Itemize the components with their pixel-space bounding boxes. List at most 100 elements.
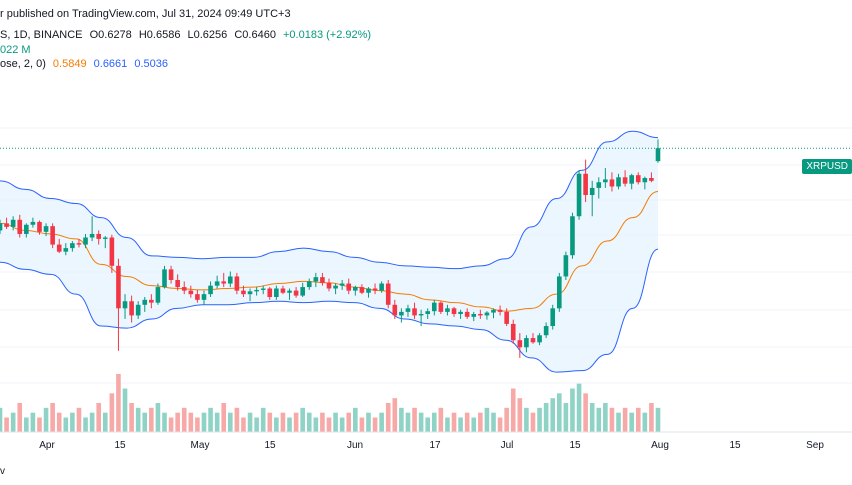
candle xyxy=(484,311,490,320)
candle xyxy=(320,272,325,286)
candlesticks xyxy=(0,139,661,358)
candle xyxy=(576,170,582,220)
candle-body xyxy=(280,288,286,293)
candle xyxy=(254,287,259,296)
volume-bar xyxy=(320,412,325,432)
candle-body xyxy=(221,281,227,284)
volume-bar xyxy=(589,403,595,432)
candle xyxy=(10,216,16,231)
candle-body xyxy=(63,248,69,252)
candle-body xyxy=(333,285,338,289)
volume-bars xyxy=(0,374,661,432)
candle-body xyxy=(306,281,312,288)
volume-bar xyxy=(155,403,161,432)
candle-body xyxy=(418,314,424,316)
candle xyxy=(339,280,345,290)
time-axis: Apr 15 May 15 Jun 17 Jul 15 Aug 15 Sep xyxy=(39,440,824,451)
volume-bar xyxy=(89,412,95,432)
x-tick-label: 15 xyxy=(114,440,126,451)
candle xyxy=(24,223,29,238)
candle-body xyxy=(491,309,496,313)
candle xyxy=(129,295,134,323)
candle xyxy=(102,236,108,249)
volume-bar xyxy=(438,407,444,432)
volume-bar xyxy=(537,407,542,432)
published-note: r published on TradingView.com, Jul 31, … xyxy=(0,8,291,20)
candle xyxy=(247,288,253,302)
candle-body xyxy=(37,221,42,232)
candle-body xyxy=(241,290,246,295)
candle xyxy=(175,274,180,291)
volume-bar xyxy=(491,412,496,432)
candle-body xyxy=(379,283,384,291)
candle-body xyxy=(109,237,115,266)
volume-bar xyxy=(17,403,23,432)
candle xyxy=(188,285,194,298)
volume-bar xyxy=(346,412,352,432)
candle-body xyxy=(50,226,55,245)
x-tick-label: 15 xyxy=(264,440,276,451)
candle xyxy=(346,278,352,295)
ohlc-legend: S, 1D, BINANCE O0.6278 H0.6586 L0.6256 C… xyxy=(0,29,375,41)
volume-bar xyxy=(649,403,654,432)
candle xyxy=(30,217,36,228)
candle-body xyxy=(405,308,411,312)
candle-body xyxy=(76,243,82,245)
candle xyxy=(451,306,457,317)
candle xyxy=(530,333,536,344)
candle xyxy=(497,305,503,316)
volume-bar xyxy=(0,407,3,432)
candle xyxy=(399,308,404,323)
candle-body xyxy=(43,226,49,232)
volume-bar xyxy=(168,417,174,432)
candle-body xyxy=(642,178,648,183)
volume-bar xyxy=(181,407,187,432)
volume-bar xyxy=(116,374,121,432)
candle xyxy=(366,287,371,298)
candle xyxy=(556,272,562,312)
volume-value: 022 M xyxy=(0,44,31,56)
candle xyxy=(649,172,654,183)
volume-bar xyxy=(175,412,180,432)
candle xyxy=(37,220,42,235)
volume-bar xyxy=(96,403,102,432)
candle xyxy=(83,233,88,249)
candle-body xyxy=(155,287,161,303)
volume-bar xyxy=(524,407,529,432)
candle-body xyxy=(175,280,180,288)
candle xyxy=(431,299,437,316)
candle xyxy=(89,216,95,242)
candle xyxy=(313,272,319,288)
volume-bar xyxy=(458,417,463,432)
candle-body xyxy=(254,289,259,292)
candle xyxy=(629,173,634,190)
candle xyxy=(438,301,444,314)
candle xyxy=(260,285,266,295)
candle-body xyxy=(267,288,273,297)
candle xyxy=(300,282,305,297)
volume-bar xyxy=(195,417,200,432)
candle xyxy=(43,223,49,237)
volume-bar xyxy=(234,407,240,432)
candle-body xyxy=(116,265,121,309)
high-value: H0.6586 xyxy=(138,29,181,41)
volume-bar xyxy=(576,383,582,432)
candle xyxy=(635,172,641,185)
volume-bar xyxy=(43,407,49,432)
candle-body xyxy=(247,291,253,295)
candle xyxy=(168,265,174,284)
volume-bar xyxy=(30,412,36,432)
candle xyxy=(122,294,128,319)
candle-body xyxy=(603,179,608,183)
candle xyxy=(570,212,575,259)
candle xyxy=(504,308,509,327)
volume-bar xyxy=(399,407,404,432)
candle xyxy=(70,241,75,252)
volume-bar xyxy=(24,417,29,432)
x-tick-label: Aug xyxy=(651,440,669,451)
volume-bar xyxy=(221,403,227,432)
candle xyxy=(181,281,187,295)
x-tick-label: Apr xyxy=(39,440,55,451)
candle xyxy=(543,322,549,339)
